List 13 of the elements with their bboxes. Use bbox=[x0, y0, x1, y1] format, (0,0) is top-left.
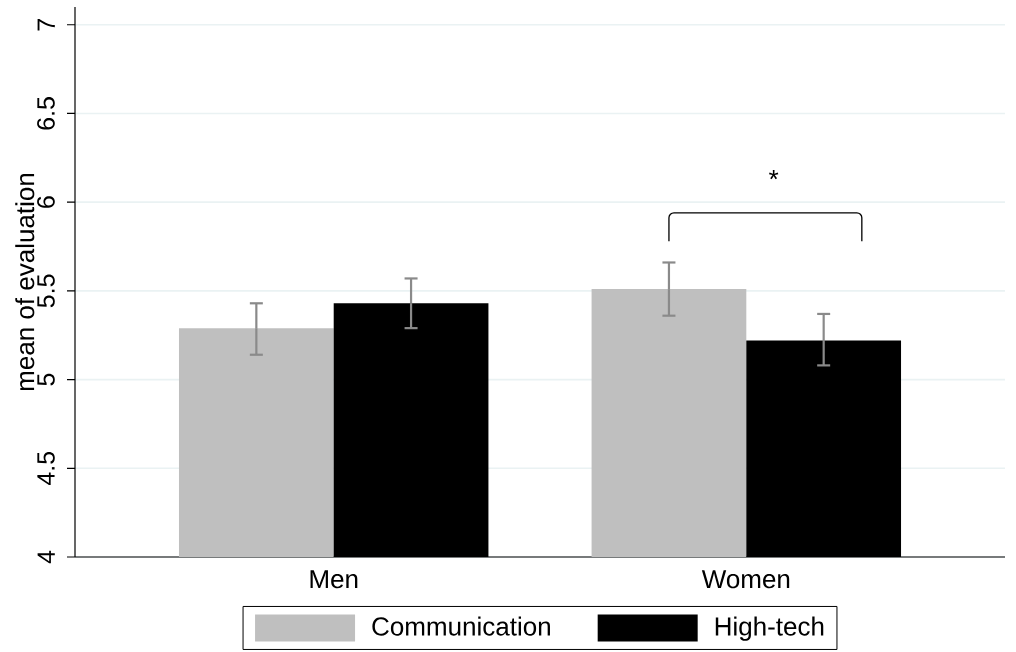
x-tick-label: Men bbox=[310, 570, 358, 589]
y-tick-label: 6 bbox=[37, 196, 55, 208]
annotation: * bbox=[769, 170, 779, 180]
legend-label: High-tech bbox=[715, 616, 824, 641]
x-tick-label: Women bbox=[701, 570, 790, 589]
y-tick-label: 5 bbox=[37, 373, 55, 386]
y-axis-title: mean of evaluation bbox=[15, 173, 35, 391]
y-tick-label: 5.5 bbox=[37, 274, 55, 308]
y-tick-label: 4.5 bbox=[37, 451, 55, 486]
legend-label: Communication bbox=[372, 616, 550, 636]
y-tick-label: 7 bbox=[37, 19, 55, 31]
y-tick-label: 4 bbox=[37, 550, 55, 564]
y-tick-label: 6.5 bbox=[37, 97, 55, 130]
